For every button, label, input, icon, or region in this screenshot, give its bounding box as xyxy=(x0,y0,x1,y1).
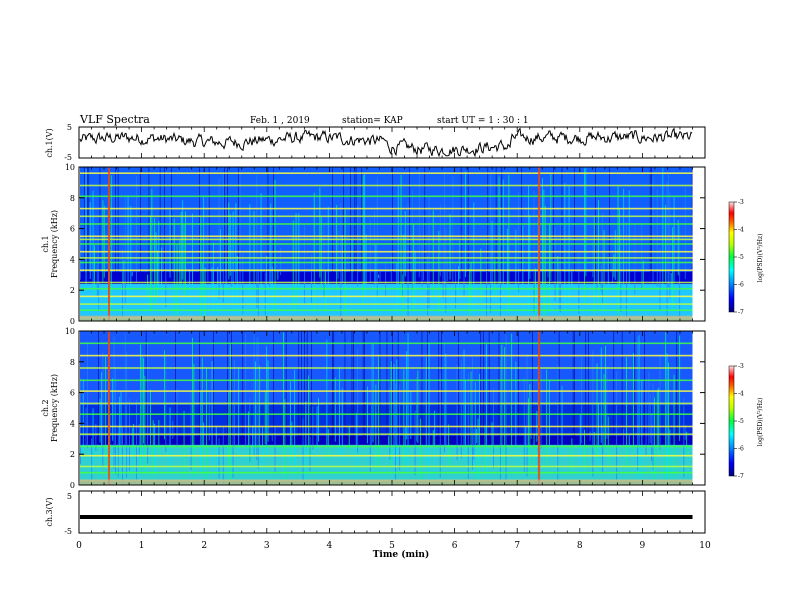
xtick-label: 7 xyxy=(514,541,520,551)
ch1-colorbar-tick-label: -6 xyxy=(738,282,744,289)
ch2-spec-ylabel-channel: ch.2 xyxy=(41,399,50,416)
ch1-spec-ylabel-frequency: Frequency (kHz) xyxy=(50,210,59,278)
ch2-spectrogram-image xyxy=(80,331,693,485)
ch1-ytick-label: 0 xyxy=(70,317,75,326)
ch1-spectrogram-image xyxy=(80,167,693,321)
ch3-ytick-top: 5 xyxy=(67,492,72,501)
ch1-colorbar-label: log(PSD)(V²/Hz) xyxy=(757,234,764,283)
ch2-ytick-label: 8 xyxy=(70,358,75,367)
ch2-colorbar-tick-label: -5 xyxy=(738,418,744,425)
ch1-colorbar-tick-label: -4 xyxy=(738,227,744,234)
xtick-label: 6 xyxy=(452,541,458,551)
time-axis-ticks xyxy=(78,127,706,533)
ch2-ytick-label: 6 xyxy=(70,389,75,398)
xtick-label: 9 xyxy=(640,541,646,551)
ch1-yticks: 0 2 4 6 8 10 xyxy=(65,163,705,326)
ch2-yticks: 0 2 4 6 8 10 xyxy=(65,327,705,490)
ch2-ytick-label: 10 xyxy=(65,327,75,336)
ch2-colorbar-tick-label: -7 xyxy=(738,473,744,480)
ch1-waveform-trace xyxy=(79,127,693,158)
ch1-ytick-label: 2 xyxy=(70,286,75,295)
xtick-label: 10 xyxy=(699,541,711,551)
ch1-ylabel: ch.1(V) xyxy=(45,128,54,157)
ch1-ytick-label: 8 xyxy=(70,194,75,203)
ch1-colorbar-tick-label: -5 xyxy=(738,254,744,261)
ch3-waveform-frame xyxy=(78,490,706,534)
ch2-colorbar-tick-label: -6 xyxy=(738,446,744,453)
ch1-ytick-bottom: -5 xyxy=(64,153,72,162)
ch1-ytick-label: 10 xyxy=(65,163,75,172)
date-label: Feb. 1 , 2019 xyxy=(250,116,310,126)
ch2-colorbar-label: log(PSD)(V²/Hz) xyxy=(757,398,764,447)
time-axis-labels: 0 1 2 3 4 5 6 7 8 9 10 xyxy=(76,541,711,551)
ch2-colorbar-tick-label: -4 xyxy=(738,391,744,398)
figure-title: VLF Spectra xyxy=(79,113,150,126)
ch2-spec-ylabel-frequency: Frequency (kHz) xyxy=(50,374,59,442)
xtick-label: 4 xyxy=(327,541,333,551)
xtick-label: 1 xyxy=(139,541,145,551)
ch2-colorbar: -3 -4 -5 -6 -7 log(PSD)(V²/Hz) xyxy=(728,363,764,480)
station-label: station= KAP xyxy=(342,116,403,126)
ch1-waveform-panel: 5 -5 ch.1(V) xyxy=(45,123,706,162)
ch2-ytick-label: 0 xyxy=(70,481,75,490)
ch1-ytick-label: 6 xyxy=(70,225,75,234)
ch2-spectrogram-panel: 0 2 4 6 8 10 ch.2 Frequency (kHz) xyxy=(41,327,706,490)
xaxis-label: Time (min) xyxy=(373,549,430,560)
ch1-spec-ylabel-channel: ch.1 xyxy=(41,235,50,252)
ch3-waveform-trace xyxy=(80,515,693,519)
ch2-colorbar-scale xyxy=(728,365,735,477)
ch1-spectrogram-panel: 0 2 4 6 8 10 ch.1 Frequency (kHz) xyxy=(41,163,706,326)
start-time-label: start UT = 1 : 30 : 1 xyxy=(437,116,529,126)
ch1-ytick-label: 4 xyxy=(70,255,75,264)
ch1-colorbar: -3 -4 -5 -6 -7 log(PSD)(V²/Hz) xyxy=(728,199,764,316)
xtick-label: 0 xyxy=(76,541,82,551)
ch1-colorbar-ticks: -3 -4 -5 -6 -7 xyxy=(734,199,744,316)
ch2-colorbar-tick-label: -3 xyxy=(738,363,744,370)
xtick-label: 3 xyxy=(264,541,270,551)
ch1-colorbar-tick-label: -7 xyxy=(738,309,744,316)
xtick-label: 2 xyxy=(201,541,207,551)
ch1-colorbar-tick-label: -3 xyxy=(738,199,744,206)
ch2-ytick-label: 4 xyxy=(70,419,75,428)
ch3-ylabel: ch.3(V) xyxy=(45,497,54,526)
ch1-ytick-top: 5 xyxy=(67,123,72,132)
ch1-colorbar-scale xyxy=(728,201,735,313)
ch2-ytick-label: 2 xyxy=(70,450,75,459)
xtick-label: 5 xyxy=(389,541,395,551)
ch3-ytick-bottom: -5 xyxy=(64,527,72,536)
ch3-waveform-panel: 5 -5 ch.3(V) xyxy=(45,490,706,536)
xtick-label: 8 xyxy=(577,541,583,551)
ch2-colorbar-ticks: -3 -4 -5 -6 -7 xyxy=(734,363,744,480)
